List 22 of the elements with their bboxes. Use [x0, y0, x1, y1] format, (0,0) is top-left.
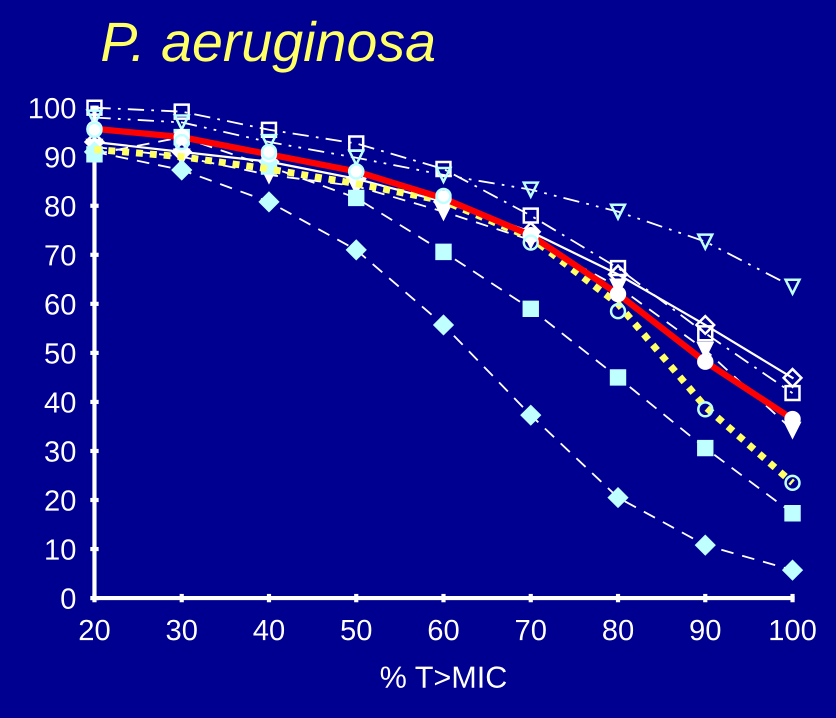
y-tick-label: 20 [45, 490, 76, 511]
x-tick-label: 80 [603, 620, 634, 640]
y-tick-label: 40 [44, 392, 76, 413]
y-tick-label: 70 [45, 245, 76, 266]
x-tick-label: 30 [166, 620, 197, 640]
y-tick-label: 100 [30, 98, 76, 119]
y-tick-label: 0 [61, 588, 76, 609]
x-tick-label: 20 [80, 620, 110, 640]
x-tick-label: 40 [253, 620, 284, 640]
x-tick-label: 90 [690, 620, 720, 640]
y-tick-label: 30 [45, 441, 76, 462]
y-tick-label: 90 [45, 146, 76, 168]
x-tick-label: 70 [516, 620, 546, 640]
y-tick-label: 80 [45, 196, 76, 217]
x-tick-label: 50 [341, 620, 372, 640]
y-tick-label: 10 [46, 539, 76, 560]
y-tick-label: 50 [45, 343, 76, 364]
x-axis-title: % T>MIC [380, 666, 506, 688]
x-tick-label: 60 [428, 620, 459, 640]
chart-title: P. aeruginosa [102, 20, 434, 73]
y-tick-label: 60 [45, 294, 76, 315]
x-tick-label: 100 [770, 620, 816, 640]
